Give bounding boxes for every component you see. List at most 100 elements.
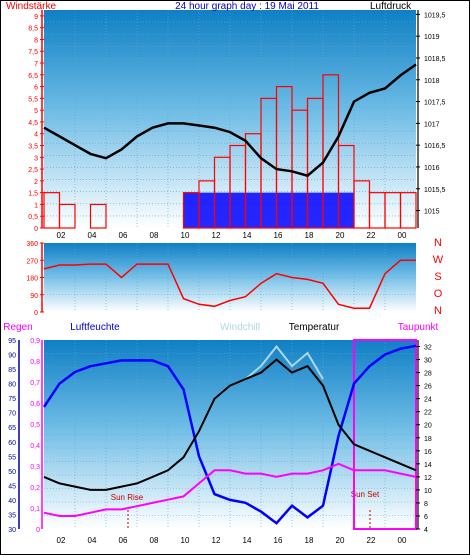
pressure-y-tick-label: 1017,5 (424, 100, 446, 107)
rain-y-tick-label: 0,8 (30, 359, 40, 366)
temperature-y-tick-label: 18 (424, 436, 432, 443)
temperature-x-tick-label: 04 (88, 536, 97, 545)
gust-bar (183, 192, 199, 228)
wind-y-tick-label: 3,5 (28, 144, 38, 151)
humidity-y-tick-label: 35 (8, 512, 16, 519)
wind-bar (58, 203, 76, 229)
compass-label: S (434, 271, 441, 283)
series-wind-direction (43, 259, 416, 309)
rain-box (353, 339, 417, 530)
gust-bar (199, 192, 215, 228)
rain-y-tick-label: 0,7 (30, 380, 40, 387)
direction-y-tick-label: 180 (26, 276, 38, 283)
pressure-y-tick-label: 1019,5 (424, 12, 446, 19)
gust-bar (292, 192, 308, 228)
direction-y-tick-label: 90 (30, 293, 38, 300)
temperature-x-tick-label: 10 (181, 536, 190, 545)
rain-y-tick-label: 0,3 (30, 464, 40, 471)
pressure-y-tick-label: 1017 (424, 121, 440, 128)
wind-y-tick-label: 7,5 (28, 49, 38, 56)
humidity-y-tick-label: 80 (8, 382, 16, 389)
wind-y-tick-label: 8 (34, 37, 38, 44)
temperature-x-tick-label: 00 (398, 536, 407, 545)
temperature-x-tick-label: 12 (212, 536, 221, 545)
humidity-y-tick-label: 90 (8, 353, 16, 360)
wind-y-tick-label: 0,5 (28, 214, 38, 221)
series-humidity (42, 344, 417, 525)
humidity-y-tick-label: 55 (8, 454, 16, 461)
humidity-y-tick-label: 60 (8, 440, 16, 447)
wind-y-tick-label: 2 (34, 179, 38, 186)
wind-x-tick-label: 22 (367, 231, 376, 240)
temperature-x-tick-label: 22 (367, 536, 376, 545)
temperature-x-tick-label: 14 (243, 536, 252, 545)
temperature-y-tick-label: 8 (424, 501, 428, 508)
temperature-x-tick-label: 08 (150, 536, 159, 545)
series-wind-gust (183, 192, 354, 228)
compass-label: N (434, 305, 442, 317)
temperature-y-tick-label: 26 (424, 384, 432, 391)
wind-x-tick-label: 14 (243, 231, 252, 240)
compass-label: N (434, 237, 442, 249)
chart-title: 24 hour graph day : 19 Mai 2011 (175, 1, 319, 12)
wind-y-tick-label: 4 (34, 132, 38, 139)
temperature-y-tick-label: 24 (424, 397, 432, 404)
wind-y-tick-label: 0 (34, 226, 38, 233)
series-dewpoint (43, 462, 417, 517)
pressure-axis-title: Luftdruck (370, 1, 412, 12)
legend-luftfeuchte: Luftfeuchte (70, 322, 120, 333)
wind-y-tick-label: 5,5 (28, 96, 38, 103)
legend-taupunkt: Taupunkt (398, 322, 439, 333)
wind-y-tick-label: 5 (34, 108, 38, 115)
temperature-y-tick-label: 20 (424, 423, 432, 430)
wind-x-tick-label: 20 (336, 231, 345, 240)
gust-bar (323, 192, 339, 228)
temperature-y-tick-label: 10 (424, 488, 432, 495)
humidity-y-tick-label: 30 (8, 527, 16, 534)
wind-y-tick-label: 9 (34, 14, 38, 21)
humidity-y-tick-label: 70 (8, 411, 16, 418)
wind-x-tick-label: 16 (274, 231, 283, 240)
gust-bar (214, 192, 230, 228)
wind-y-tick-label: 1 (34, 202, 38, 209)
wind-x-tick-label: 18 (305, 231, 314, 240)
wind-x-tick-label: 08 (150, 231, 159, 240)
temperature-x-tick-label: 02 (57, 536, 66, 545)
direction-y-tick-label: 360 (26, 241, 38, 248)
wind-x-tick-label: 02 (57, 231, 66, 240)
direction-y-tick-label: 0 (34, 310, 38, 317)
rain-y-tick-label: 0,1 (30, 506, 40, 513)
humidity-y-tick-label: 45 (8, 483, 16, 490)
temperature-y-tick-label: 30 (424, 358, 432, 365)
legend-regen: Regen (3, 322, 32, 333)
wind-x-tick-label: 00 (398, 231, 407, 240)
panel-direction-grid (44, 243, 416, 312)
series-pressure (43, 63, 417, 178)
rain-y-tick-label: 0 (36, 527, 40, 534)
wind-bar (89, 203, 107, 229)
pressure-y-tick-label: 1016,5 (424, 143, 446, 150)
pressure-y-tick-label: 1015,5 (424, 187, 446, 194)
compass-label: O (434, 288, 443, 300)
pressure-y-tick-label: 1018,5 (424, 56, 446, 63)
temperature-y-tick-label: 22 (424, 410, 432, 417)
pressure-y-tick-label: 1015 (424, 209, 440, 216)
annotation-sun-rise: Sun Rise (111, 493, 144, 502)
gust-bar (338, 192, 354, 228)
wind-x-tick-label: 12 (212, 231, 221, 240)
gust-bar (307, 192, 323, 228)
humidity-y-tick-label: 85 (8, 367, 16, 374)
wind-y-tick-label: 1,5 (28, 191, 38, 198)
pressure-y-tick-label: 1019 (424, 34, 440, 41)
pressure-y-tick-label: 1018 (424, 78, 440, 85)
wind-y-tick-label: 2,5 (28, 167, 38, 174)
rain-y-tick-label: 0,6 (30, 401, 40, 408)
wind-y-tick-label: 6 (34, 85, 38, 92)
temperature-y-tick-label: 6 (424, 514, 428, 521)
temperature-y-tick-label: 16 (424, 449, 432, 456)
temperature-x-tick-label: 18 (305, 536, 314, 545)
humidity-y-tick-label: 50 (8, 469, 16, 476)
wind-x-tick-label: 04 (88, 231, 97, 240)
rain-y-tick-label: 0,2 (30, 485, 40, 492)
